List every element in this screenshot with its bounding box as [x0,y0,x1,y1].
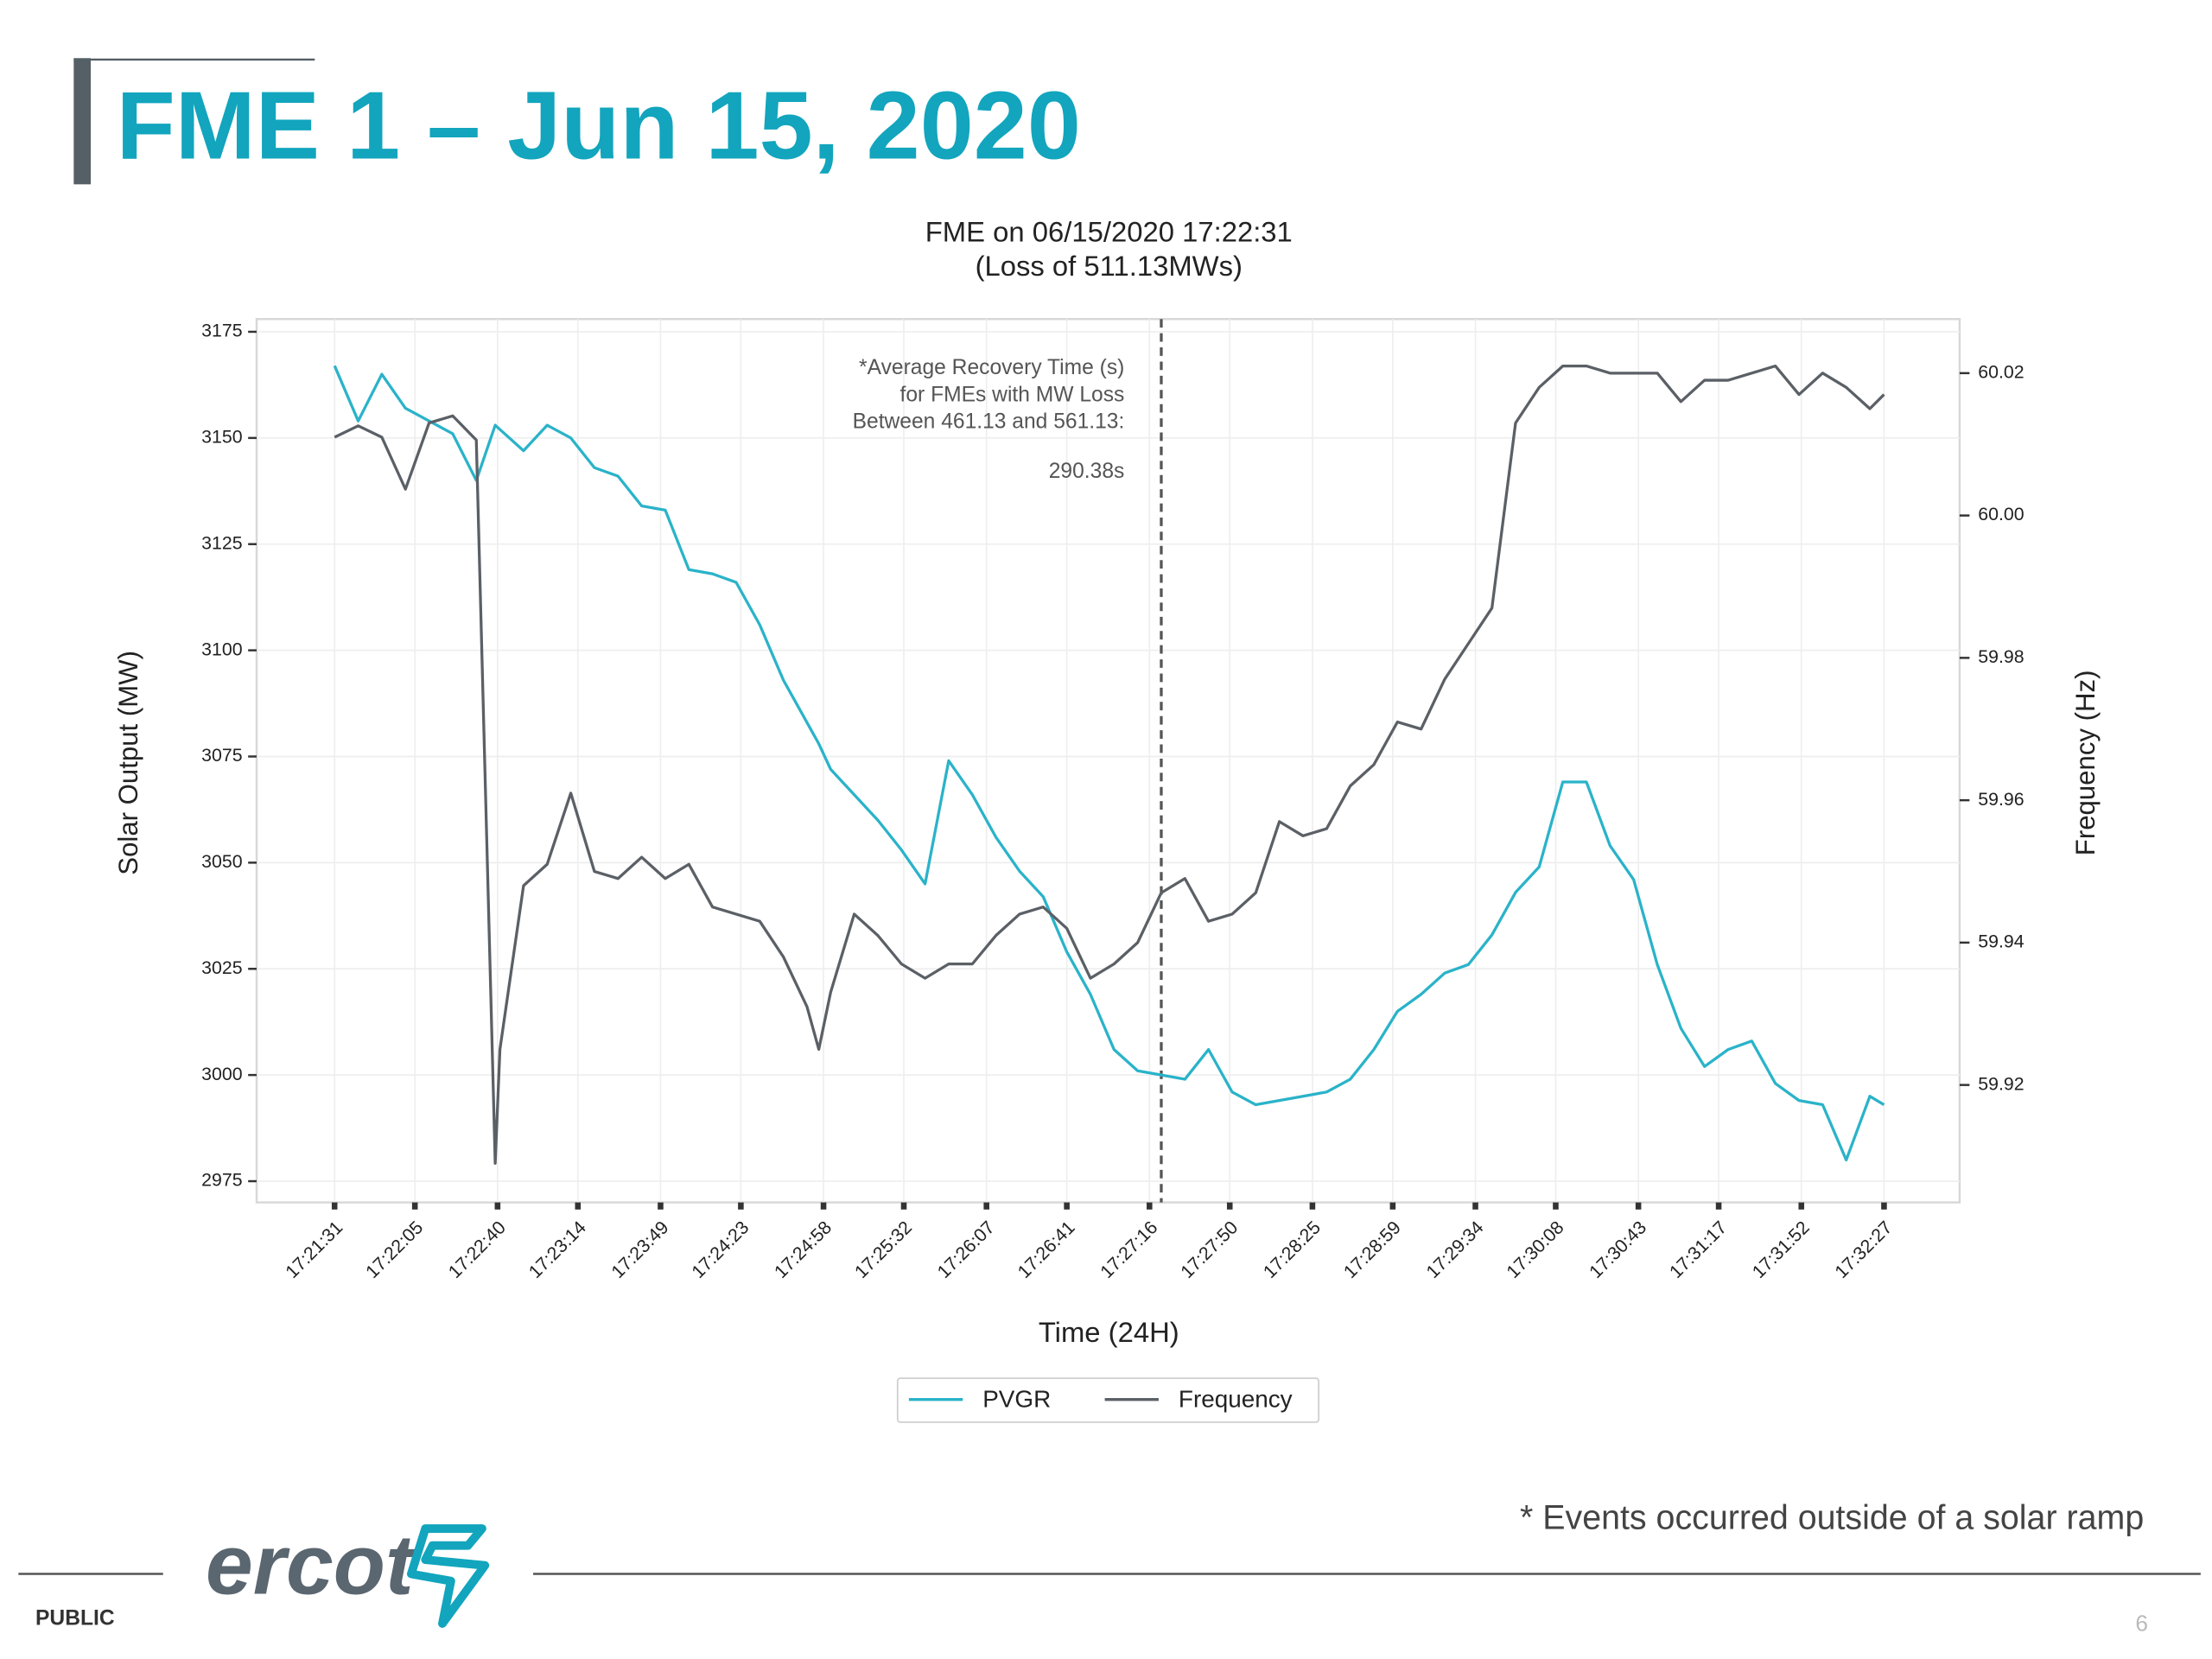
chart-title: FME on 06/15/2020 17:22:31 [925,215,1293,247]
x-tick-label: 17:24:58 [770,1217,836,1282]
x-tick-label: 17:28:59 [1339,1217,1405,1282]
x-axis-label: Time (24H) [1039,1316,1179,1348]
x-tick-label: 17:32:27 [1831,1217,1897,1282]
plot-area [255,317,1961,1204]
y-tick-label: 3125 [201,532,242,553]
y-tick-label: 2975 [201,1170,242,1191]
y-tick-label: 3100 [201,639,243,659]
x-tick-label: 17:28:25 [1259,1217,1325,1282]
y-tick-label: 3050 [201,851,243,872]
annotation: *Average Recovery Time (s) [859,356,1124,379]
x-tick-label: 17:22:05 [362,1217,428,1282]
series-line [333,365,1885,1162]
legend-label: PVGR [982,1386,1051,1413]
y2-axis-label: Frequency (Hz) [2070,671,2101,856]
y2-tick-label: 59.94 [1978,931,2024,952]
logo-text: ercot [206,1516,417,1611]
y2-tick-label: 60.00 [1978,504,2024,524]
annotation: 290.38s [1049,460,1125,483]
y2-tick-label: 60.02 [1978,361,2024,382]
chart-subtitle: (Loss of 511.13MWs) [976,250,1243,282]
x-tick-label: 17:26:07 [933,1217,999,1282]
series-line [334,364,1885,1165]
logo-mark [406,1524,490,1628]
x-tick-label: 17:26:41 [1014,1217,1079,1282]
footnote: * Events occurred outside of a solar ram… [1520,1499,2144,1537]
x-tick-label: 17:29:34 [1422,1217,1488,1282]
y-axis-label: Solar Output (MW) [113,651,143,875]
x-tick-label: 17:27:50 [1177,1217,1243,1282]
x-tick-label: 17:22:40 [444,1217,510,1282]
x-tick-label: 17:23:49 [607,1217,673,1282]
x-tick-label: 17:27:16 [1096,1217,1162,1282]
legend-label: Frequency [1179,1386,1293,1413]
x-tick-label: 17:25:32 [850,1217,916,1282]
title-bar [73,58,92,185]
y2-tick-label: 59.98 [1978,646,2024,667]
y-tick-label: 3000 [201,1064,243,1084]
classification: PUBLIC [35,1607,115,1630]
y2-tick-label: 59.96 [1978,789,2024,810]
x-tick-label: 17:21:31 [282,1217,347,1282]
annotation: Between 461.13 and 561.13: [853,410,1125,434]
y-tick-label: 3150 [201,426,243,447]
x-tick-label: 17:24:23 [688,1217,753,1282]
y-tick-label: 3025 [201,957,242,978]
y-tick-label: 3075 [201,745,242,766]
x-tick-label: 17:30:08 [1503,1217,1568,1282]
page-number: 6 [2135,1611,2148,1637]
slide-title: FME 1 – Jun 15, 2020 [117,72,1081,180]
y2-tick-label: 59.92 [1978,1073,2024,1094]
x-tick-label: 17:30:43 [1586,1217,1651,1282]
x-tick-label: 17:23:14 [524,1217,590,1282]
x-tick-label: 17:31:17 [1665,1217,1731,1282]
x-tick-label: 17:31:52 [1748,1217,1814,1282]
annotation: for FMEs with MW Loss [900,383,1125,406]
y-tick-label: 3175 [201,321,242,341]
